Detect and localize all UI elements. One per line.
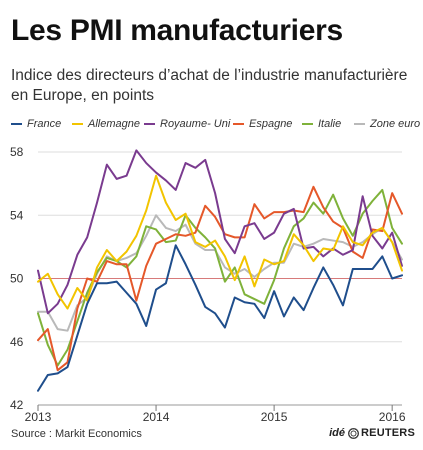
series-line-espagne: [37, 185, 403, 372]
legend-label-italie: Italie: [318, 118, 342, 130]
chart-subtitle: Indice des directeurs d’achat de l’indus…: [11, 67, 408, 104]
reuters-logo-text: REUTERS: [361, 427, 415, 439]
legend-label-royaume-uni: Royaume- Uni: [160, 118, 231, 130]
y-tick-label-42: 42: [10, 398, 24, 412]
series-line-italie: [37, 188, 403, 367]
legend-label-allemagne: Allemagne: [88, 118, 140, 130]
chart-legend: France Allemagne Royaume- Uni Espagne It…: [11, 118, 421, 134]
x-tick-label-2014: 2014: [143, 410, 170, 424]
legend-item-italie: Italie: [302, 118, 341, 130]
y-tick-label-54: 54: [10, 208, 24, 222]
chart-title: Les PMI manufacturiers: [11, 14, 343, 47]
legend-swatch-zone-euro: [354, 123, 365, 125]
y-tick-label-50: 50: [10, 272, 24, 286]
legend-item-zone-euro: Zone euro: [354, 118, 420, 130]
legend-swatch-allemagne: [72, 123, 83, 125]
series-line-allemagne: [37, 174, 403, 310]
legend-swatch-france: [11, 123, 22, 125]
reuters-logo-icon: [348, 427, 360, 439]
y-tick-label-46: 46: [10, 335, 24, 349]
y-tick-label-58: 58: [10, 145, 24, 159]
legend-item-espagne: Espagne: [233, 118, 292, 130]
legend-item-royaume-uni: Royaume- Uni: [144, 118, 230, 130]
legend-swatch-italie: [302, 123, 313, 125]
legend-item-france: France: [11, 118, 61, 130]
line-chart: 42 46 50 54 58 2013 2014 2015 2016: [10, 145, 406, 424]
legend-swatch-espagne: [233, 123, 244, 125]
x-tick-label-2016: 2016: [379, 410, 406, 424]
legend-swatch-royaume-uni: [144, 123, 155, 125]
credit-logo: idé REUTERS: [329, 427, 415, 439]
legend-item-allemagne: Allemagne: [72, 118, 140, 130]
x-tick-label-2015: 2015: [261, 410, 288, 424]
ide-logo-text: idé: [329, 427, 346, 439]
x-tick-label-2013: 2013: [25, 410, 52, 424]
legend-label-france: France: [27, 118, 62, 130]
legend-label-espagne: Espagne: [249, 118, 293, 130]
source-note: Source : Markit Economics: [11, 428, 142, 440]
series-line-france: [37, 244, 403, 392]
legend-label-zone-euro: Zone euro: [370, 118, 421, 130]
series-line-royaume-uni: [37, 149, 403, 315]
